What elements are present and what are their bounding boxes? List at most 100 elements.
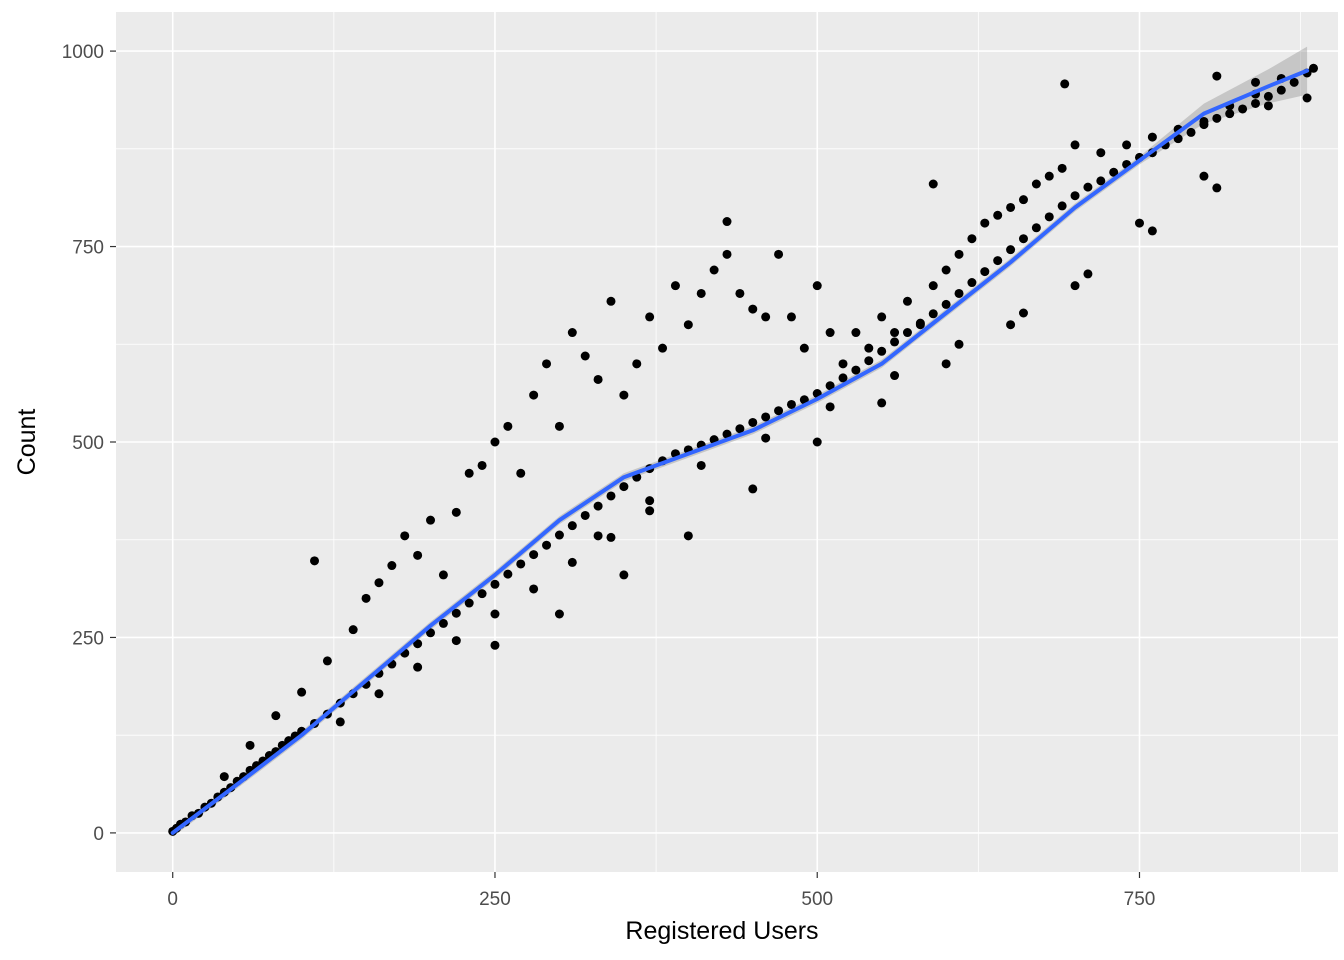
data-point [645,312,655,322]
data-point [645,496,655,506]
confidence-band [172,46,1308,837]
data-point [1006,245,1016,255]
data-point [1199,116,1209,126]
data-point [567,557,577,567]
data-point [1083,269,1093,279]
data-points [168,63,1319,836]
data-point [812,437,822,447]
data-point [877,346,887,356]
data-point [413,662,423,672]
data-point [1263,91,1273,101]
data-point [1044,171,1054,181]
data-point [1238,104,1248,114]
data-point [902,328,912,338]
data-point [516,559,526,569]
data-point [593,374,603,384]
data-point [490,579,500,589]
data-point [838,359,848,369]
x-tick-label: 750 [1124,889,1156,910]
data-point [658,343,668,353]
data-point [438,618,448,628]
data-point [1006,320,1016,330]
data-point [902,296,912,306]
x-axis-ticks: 0 250 500 750 [167,872,1155,910]
data-point [542,540,552,550]
data-point [980,218,990,228]
data-point [941,359,951,369]
data-point [1057,163,1067,173]
data-point [696,460,706,470]
data-point [438,570,448,580]
data-point [529,550,539,560]
data-point [709,265,719,275]
data-point [722,249,732,259]
data-point [825,381,835,391]
data-point [1031,179,1041,189]
data-point [1060,79,1070,89]
data-point [464,598,474,608]
data-point [954,339,964,349]
data-point [1109,167,1119,177]
data-point [374,689,384,699]
data-point [1251,77,1261,87]
data-point [1006,202,1016,212]
data-point [554,421,564,431]
data-point [619,482,629,492]
data-point [451,507,461,517]
data-point [606,491,616,501]
data-point [954,249,964,259]
data-point [877,398,887,408]
data-point [1251,98,1261,108]
data-point [890,337,900,347]
data-point [980,267,990,277]
data-point [722,217,732,227]
data-point [761,412,771,422]
data-point [567,521,577,531]
data-point [967,234,977,244]
data-point [1276,85,1286,95]
data-point [941,265,951,275]
data-point [812,281,822,291]
data-point [928,179,938,189]
data-point [413,550,423,560]
y-tick-label: 500 [72,433,104,454]
data-point [890,371,900,381]
data-point [864,356,874,366]
data-point [1070,191,1080,201]
data-point [954,288,964,298]
data-point [838,373,848,383]
data-point [400,531,410,541]
data-point [542,359,552,369]
data-point [426,515,436,525]
data-point [271,711,281,721]
y-axis-ticks: 0 250 500 750 1000 [62,42,116,845]
data-point [554,609,564,619]
data-point [619,390,629,400]
data-point [554,530,564,540]
data-point [645,506,655,516]
data-point [606,296,616,306]
data-point [915,320,925,330]
data-point [1263,101,1273,111]
data-point [490,437,500,447]
data-point [503,421,513,431]
data-point [696,288,706,298]
data-point [567,328,577,338]
x-tick-label: 250 [479,889,511,910]
data-point [374,578,384,588]
data-point [683,531,693,541]
data-point [877,312,887,322]
data-point [529,390,539,400]
data-point [1212,113,1222,123]
data-point [1289,77,1299,87]
data-point [825,328,835,338]
data-point [670,281,680,291]
data-point [464,468,474,478]
data-point [477,589,487,599]
data-point [928,309,938,319]
data-point [245,740,255,750]
data-point [593,531,603,541]
data-point [606,532,616,542]
data-point [1096,148,1106,158]
